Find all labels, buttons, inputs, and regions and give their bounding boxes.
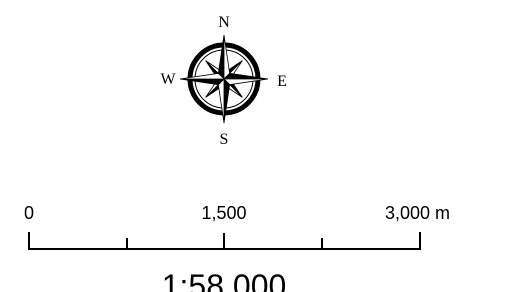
compass-west: W — [160, 71, 176, 88]
compass-north: N — [218, 14, 230, 31]
scale-text: 1:58,000 — [162, 268, 287, 292]
compass-point — [218, 35, 224, 79]
compass-point — [224, 79, 230, 123]
compass-south: S — [220, 131, 229, 148]
compass-point — [218, 79, 224, 123]
map-elements: N E S W 0 1,500 3,000 m 1:58,000 — [0, 0, 509, 292]
page: {"compass": {"north": "N", "east": "E", … — [0, 0, 509, 292]
compass-point — [180, 73, 224, 79]
scale-bar — [29, 232, 420, 250]
scale-label: 1,500 — [201, 203, 246, 223]
compass-rose — [180, 35, 268, 123]
scale-label: 3,000 m — [385, 203, 450, 223]
scale-label: 0 — [24, 203, 34, 223]
compass-point — [224, 35, 230, 79]
compass-east: E — [277, 73, 287, 90]
compass-point — [180, 79, 224, 85]
compass-point — [224, 79, 268, 85]
compass-point — [224, 73, 268, 79]
